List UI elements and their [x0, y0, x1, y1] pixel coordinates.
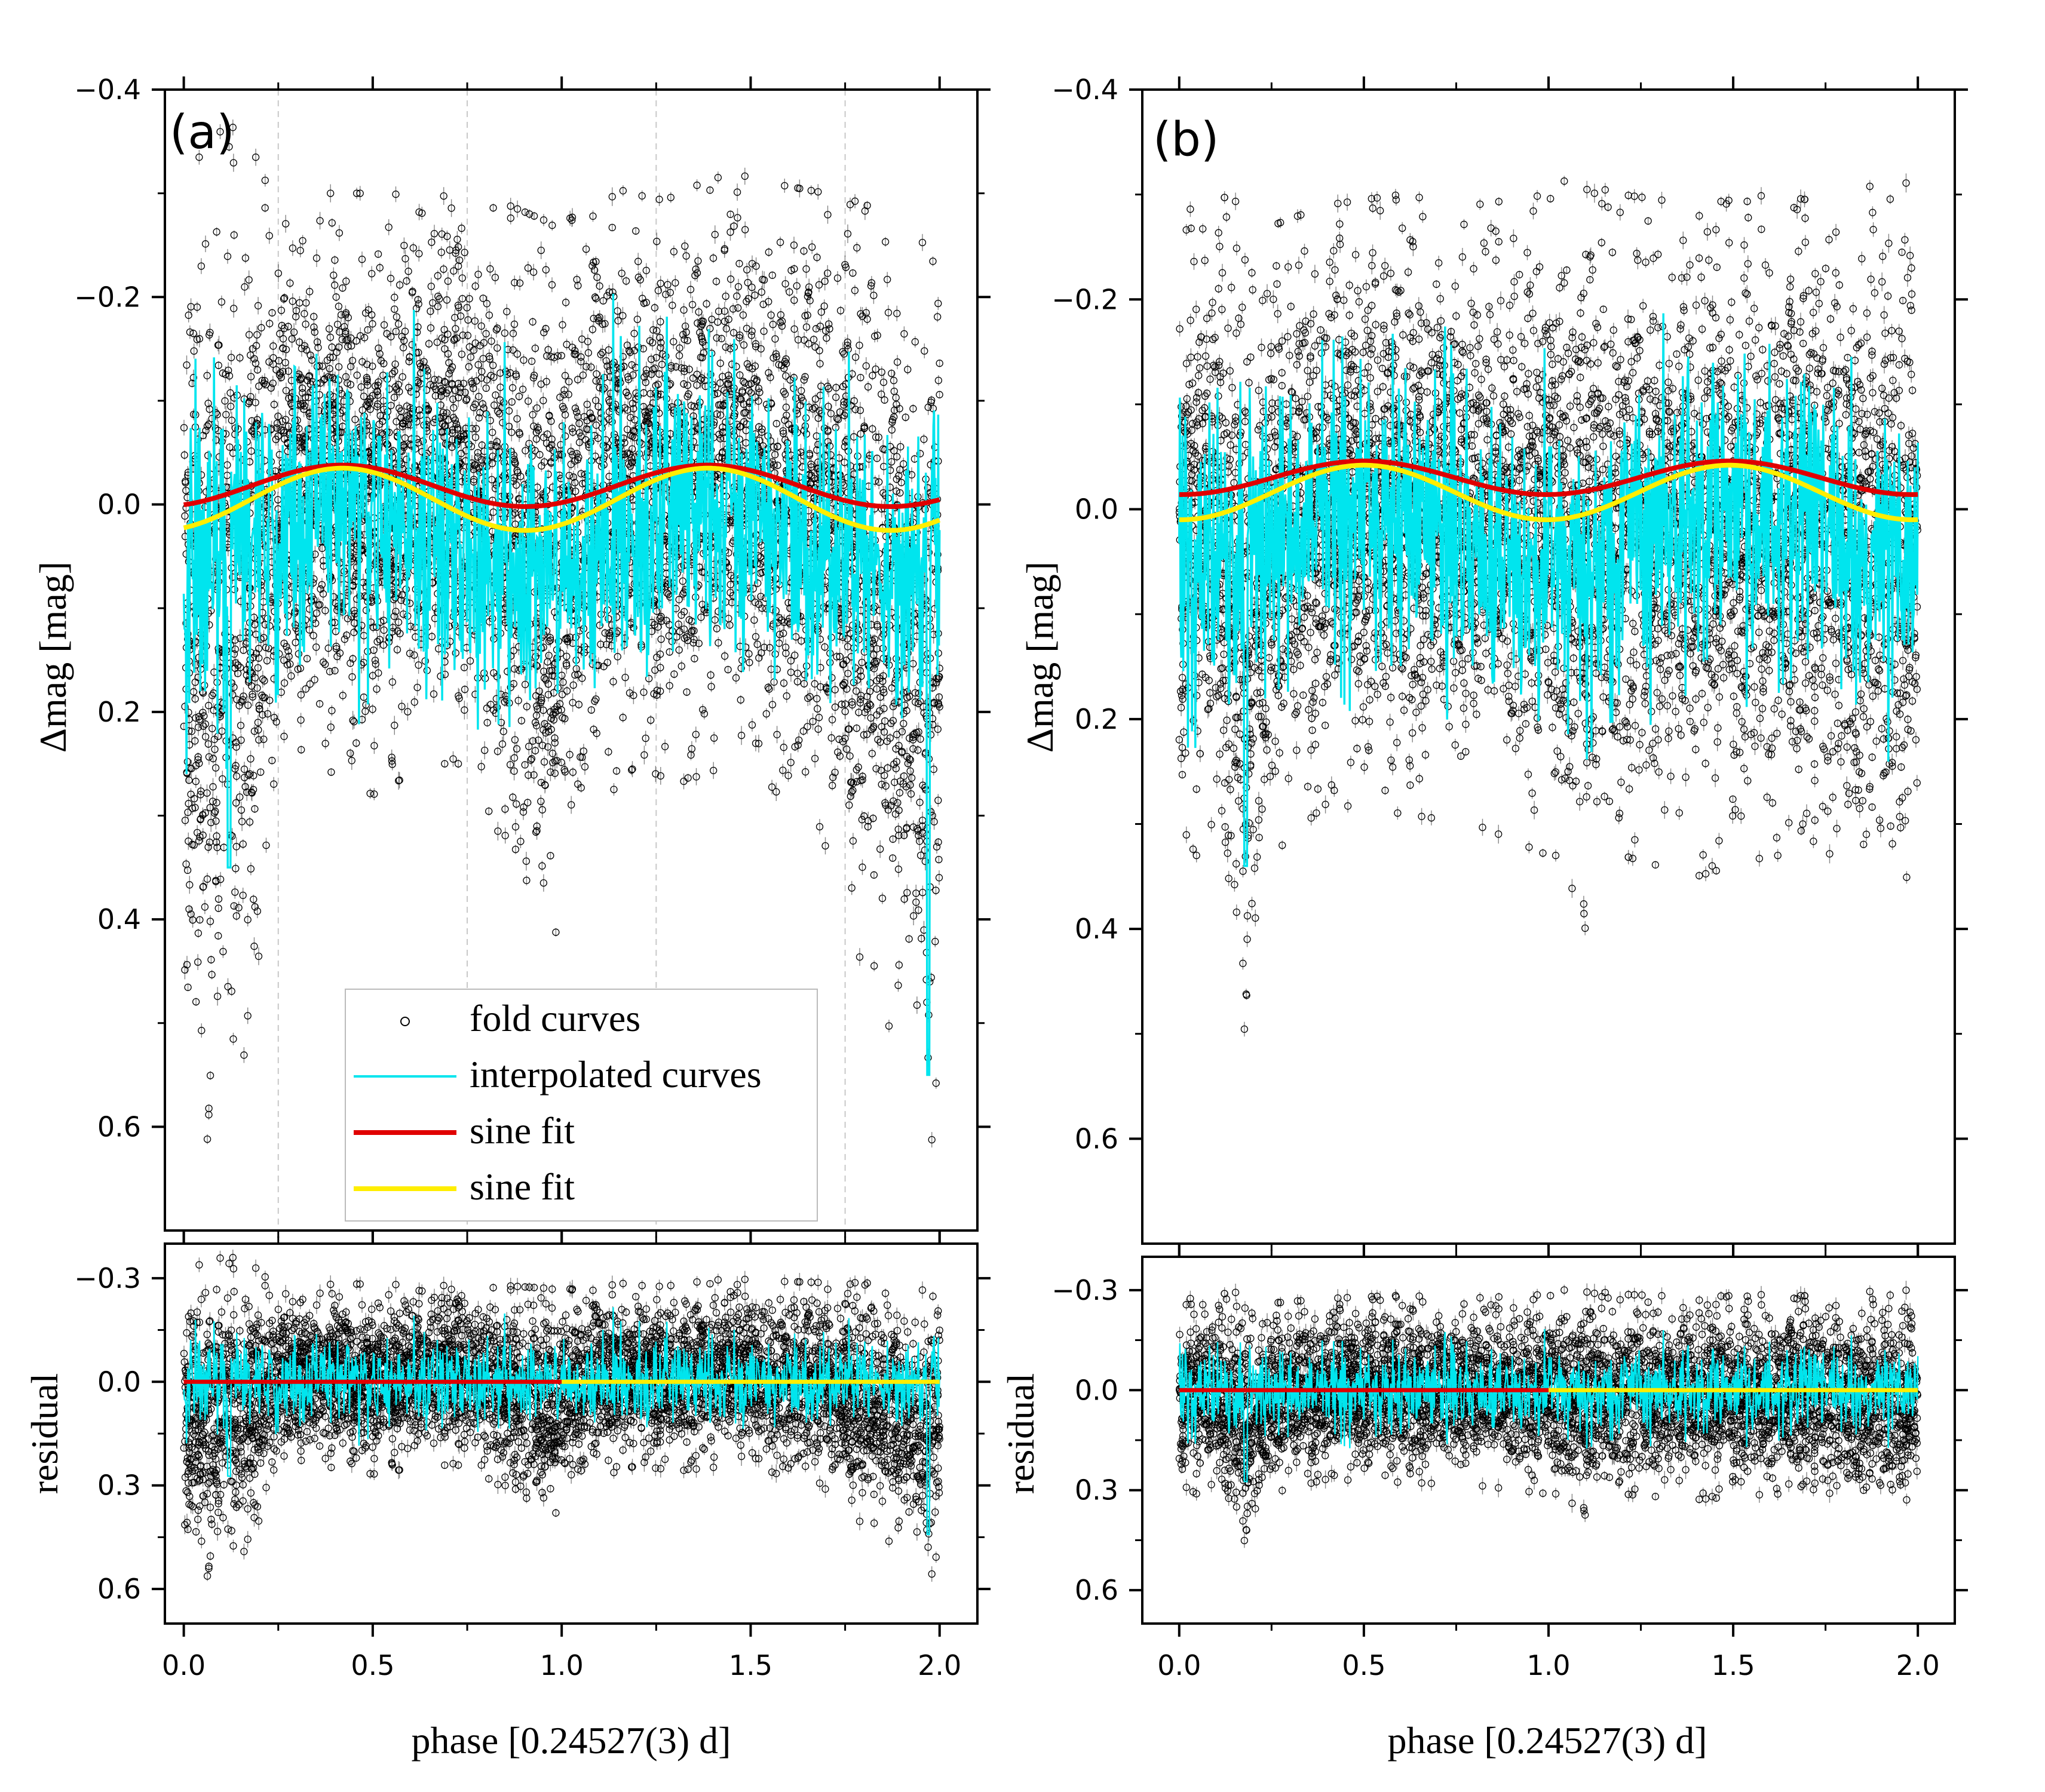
panel-b-label: (b): [1153, 113, 1219, 167]
a-res-ytick-label: 0.6: [97, 1573, 141, 1605]
a-res-ytick-label: −0.3: [74, 1262, 141, 1294]
b-res-xtick-label: 0.5: [1342, 1649, 1385, 1681]
a-res-ytick-label: 0.3: [97, 1469, 141, 1502]
panel-a-label: (a): [170, 106, 235, 159]
panel-b-main-ylabel: Δmag [mag]: [1019, 561, 1061, 753]
b-res-ytick-label: 0.3: [1075, 1474, 1118, 1506]
b-res-xtick-label: 1.0: [1526, 1649, 1570, 1681]
a-main-ytick-label: −0.4: [74, 73, 141, 106]
b-main-ytick-label: 0.6: [1075, 1122, 1118, 1155]
a-main-ytick-label: 0.2: [97, 696, 141, 728]
b-main-ytick-label: 0.2: [1075, 703, 1118, 735]
a-res-xtick-label: 0.0: [162, 1649, 206, 1681]
b-res-xtick-label: 0.0: [1157, 1649, 1201, 1681]
b-main-ytick-label: 0.4: [1075, 913, 1118, 945]
b-res-xtick-label: 1.5: [1712, 1649, 1755, 1681]
a-res-xtick-label: 1.5: [729, 1649, 772, 1681]
panel-a-residual-ylabel: residual: [23, 1373, 66, 1495]
b-main-ytick-label: −0.4: [1051, 73, 1118, 106]
a-res-xtick-label: 0.5: [351, 1649, 394, 1681]
a-res-ytick-label: 0.0: [97, 1366, 141, 1398]
a-main-ytick-label: −0.2: [74, 281, 141, 313]
b-main-ytick-label: −0.2: [1051, 283, 1118, 315]
legend-interp-label: interpolated curves: [470, 1053, 762, 1096]
a-res-xtick-label: 2.0: [918, 1649, 961, 1681]
a-main-ytick-label: 0.4: [97, 903, 141, 935]
panel-a-main-ylabel: Δmag [mag]: [32, 561, 74, 753]
legend-fold-label: fold curves: [470, 997, 640, 1039]
panel-a-xlabel: phase [0.24527(3) d]: [412, 1719, 731, 1762]
legend-sine2-label: sine fit: [470, 1165, 575, 1208]
legend: fold curves interpolated curves sine fit…: [345, 989, 817, 1221]
legend-sine1-label: sine fit: [470, 1109, 575, 1152]
a-main-ytick-label: 0.0: [97, 489, 141, 521]
b-main-ytick-label: 0.0: [1075, 493, 1118, 526]
b-res-xtick-label: 2.0: [1896, 1649, 1940, 1681]
a-main-ytick-label: 0.6: [97, 1110, 141, 1143]
panel-b-residual-ylabel: residual: [999, 1373, 1042, 1495]
b-res-ytick-label: −0.3: [1051, 1274, 1118, 1306]
a-res-xtick-label: 1.0: [540, 1649, 584, 1681]
b-res-ytick-label: 0.6: [1075, 1574, 1118, 1606]
panel-b-xlabel: phase [0.24527(3) d]: [1388, 1719, 1707, 1762]
b-res-ytick-label: 0.0: [1075, 1374, 1118, 1406]
